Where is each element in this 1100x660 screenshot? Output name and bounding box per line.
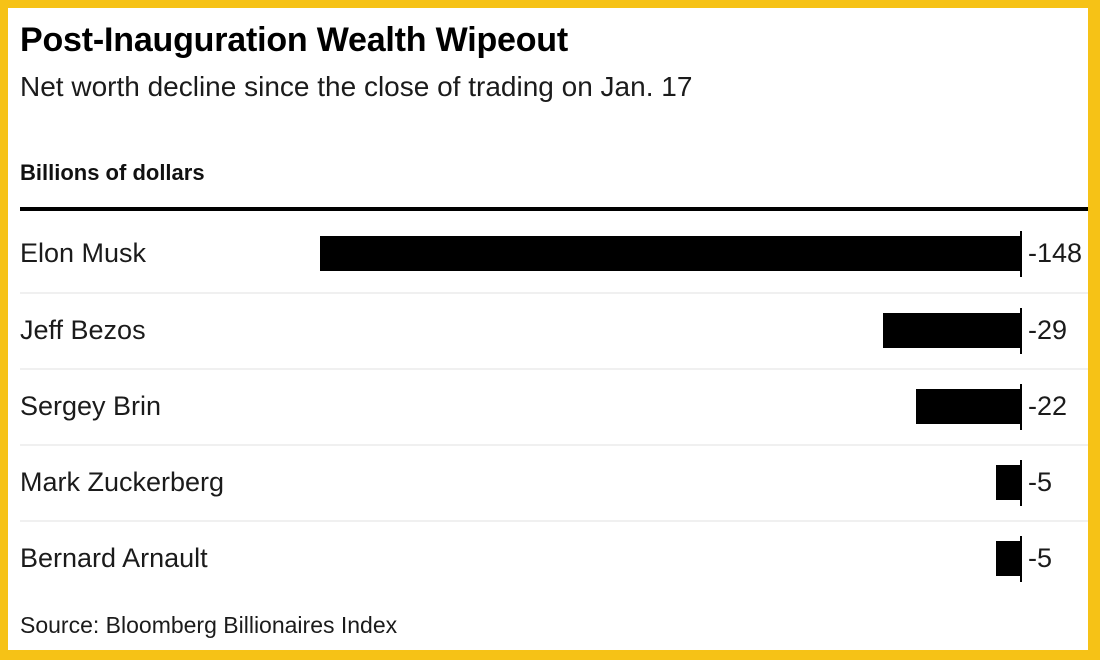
value-label: -5	[1028, 467, 1053, 498]
zero-baseline-tick	[1020, 230, 1022, 277]
value-label: -22	[1028, 391, 1068, 422]
chart-subtitle: Net worth decline since the close of tra…	[20, 70, 693, 102]
value-label: -29	[1028, 315, 1068, 346]
axis-unit-label: Billions of dollars	[20, 159, 205, 185]
chart-row: Jeff Bezos -29	[20, 291, 1088, 368]
value-label: -5	[1028, 543, 1053, 574]
zero-baseline-tick	[1020, 535, 1022, 582]
axis-line	[20, 206, 1088, 211]
chart-row: Elon Musk -148	[20, 216, 1088, 292]
zero-baseline-tick	[1020, 307, 1022, 354]
category-label: Bernard Arnault	[20, 543, 208, 574]
value-bar	[916, 389, 1020, 425]
category-label: Sergey Brin	[20, 391, 162, 422]
value-bar	[996, 541, 1020, 577]
value-bar	[320, 236, 1020, 272]
chart-row: Bernard Arnault -5	[20, 519, 1088, 596]
category-label: Elon Musk	[20, 238, 147, 269]
chart-title: Post-Inauguration Wealth Wipeout	[20, 21, 568, 59]
value-label: -148	[1028, 238, 1083, 269]
value-bar	[883, 313, 1020, 349]
chart-row: Sergey Brin -22	[20, 367, 1088, 444]
zero-baseline-tick	[1020, 383, 1022, 430]
category-label: Jeff Bezos	[20, 315, 146, 346]
source-note: Source: Bloomberg Billionaires Index	[20, 611, 398, 638]
category-label: Mark Zuckerberg	[20, 467, 225, 498]
bar-chart: Elon Musk -148 Jeff Bezos -29 Sergey Brin -22…	[20, 216, 1088, 596]
zero-baseline-tick	[1020, 459, 1022, 506]
chart-row: Mark Zuckerberg -5	[20, 443, 1088, 520]
value-bar	[996, 465, 1020, 501]
